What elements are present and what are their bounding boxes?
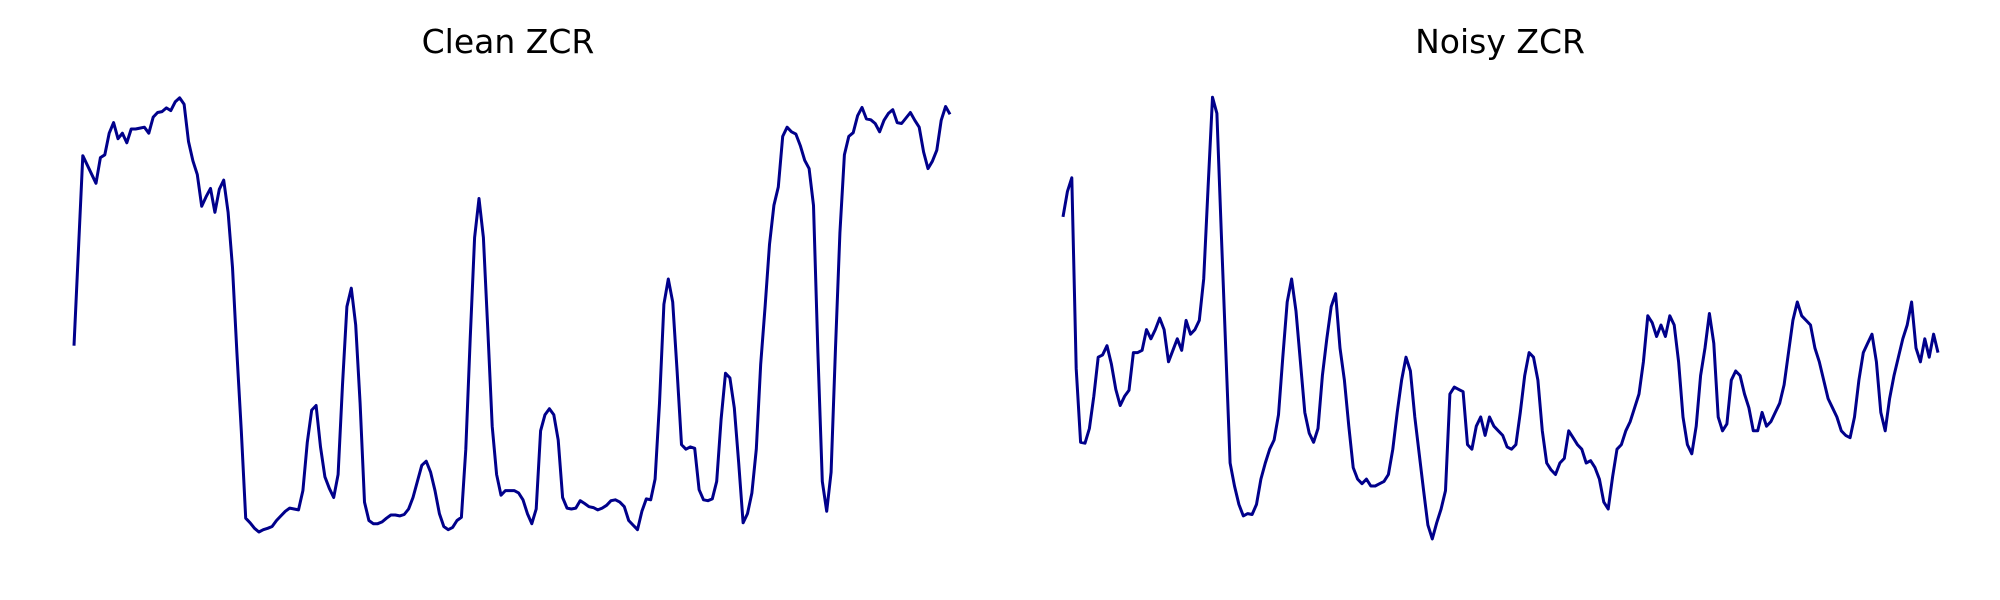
clean-zcr-series-line	[72, 96, 952, 534]
chart-title-clean: Clean ZCR	[421, 22, 595, 61]
chart-title-noisy: Noisy ZCR	[1415, 22, 1585, 61]
noisy-zcr-series-line	[1061, 95, 1940, 541]
